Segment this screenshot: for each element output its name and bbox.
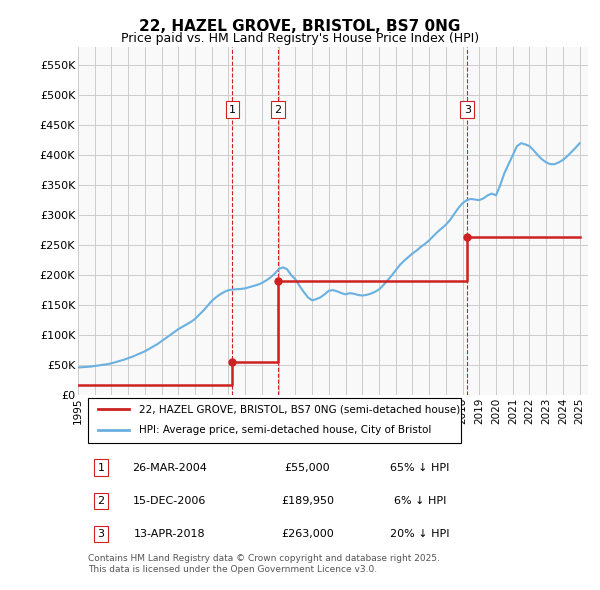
Text: 22, HAZEL GROVE, BRISTOL, BS7 0NG: 22, HAZEL GROVE, BRISTOL, BS7 0NG xyxy=(139,19,461,34)
Text: Price paid vs. HM Land Registry's House Price Index (HPI): Price paid vs. HM Land Registry's House … xyxy=(121,32,479,45)
Text: £55,000: £55,000 xyxy=(284,463,331,473)
Text: £189,950: £189,950 xyxy=(281,496,334,506)
Text: 65% ↓ HPI: 65% ↓ HPI xyxy=(390,463,449,473)
Text: 2: 2 xyxy=(274,105,281,115)
Text: 20% ↓ HPI: 20% ↓ HPI xyxy=(390,529,449,539)
Text: HPI: Average price, semi-detached house, City of Bristol: HPI: Average price, semi-detached house,… xyxy=(139,425,431,435)
Text: Contains HM Land Registry data © Crown copyright and database right 2025.
This d: Contains HM Land Registry data © Crown c… xyxy=(88,554,440,573)
Text: 2: 2 xyxy=(97,496,104,506)
Text: 1: 1 xyxy=(229,105,236,115)
FancyBboxPatch shape xyxy=(88,398,461,443)
Text: £263,000: £263,000 xyxy=(281,529,334,539)
Text: 26-MAR-2004: 26-MAR-2004 xyxy=(133,463,207,473)
Text: 13-APR-2018: 13-APR-2018 xyxy=(134,529,206,539)
Text: 1: 1 xyxy=(97,463,104,473)
Text: 3: 3 xyxy=(97,529,104,539)
Text: 6% ↓ HPI: 6% ↓ HPI xyxy=(394,496,446,506)
Text: 15-DEC-2006: 15-DEC-2006 xyxy=(133,496,206,506)
Text: 22, HAZEL GROVE, BRISTOL, BS7 0NG (semi-detached house): 22, HAZEL GROVE, BRISTOL, BS7 0NG (semi-… xyxy=(139,404,460,414)
Text: 3: 3 xyxy=(464,105,471,115)
